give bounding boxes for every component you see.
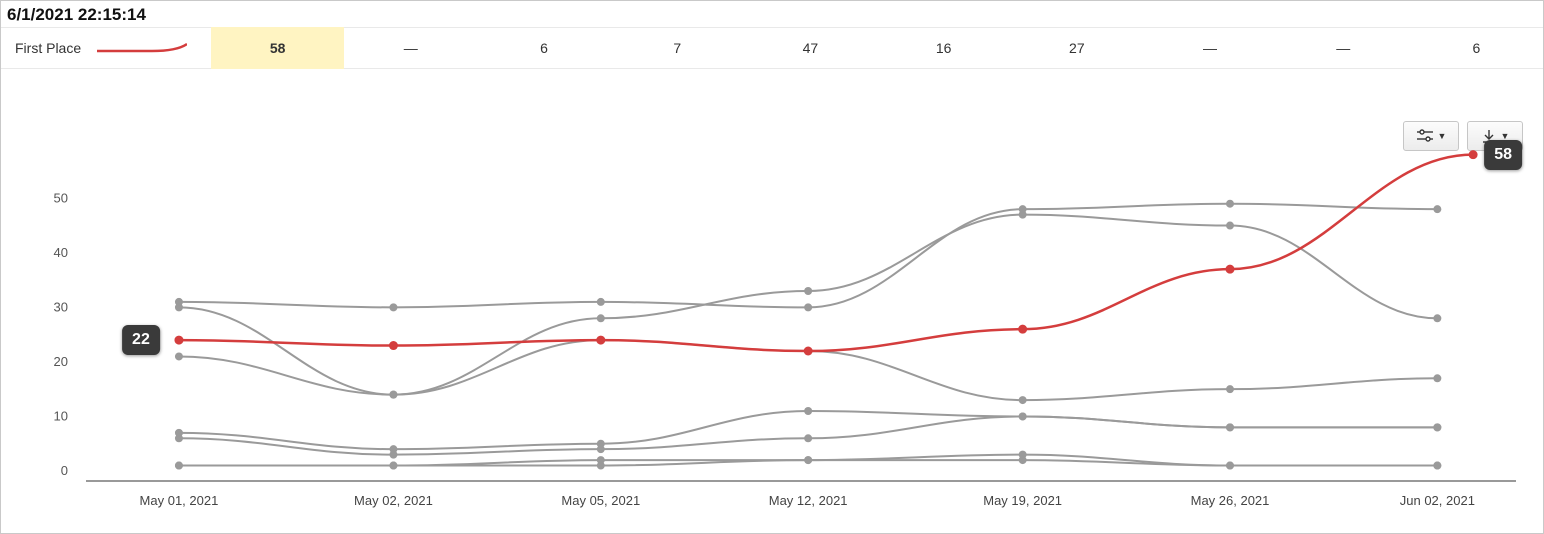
svg-text:40: 40 (54, 245, 68, 260)
line-chart: 0 10 20 30 40 50 May 01, 2021 May 02, 2021 May 0… (1, 1, 1544, 534)
svg-text:30: 30 (54, 299, 68, 314)
svg-text:10: 10 (54, 408, 68, 423)
svg-text:May 12, 2021: May 12, 2021 (769, 493, 848, 508)
svg-text:20: 20 (54, 354, 68, 369)
svg-text:May 26, 2021: May 26, 2021 (1191, 493, 1270, 508)
svg-text:May 05, 2021: May 05, 2021 (561, 493, 640, 508)
svg-text:0: 0 (61, 463, 68, 478)
svg-text:May 02, 2021: May 02, 2021 (354, 493, 433, 508)
svg-text:50: 50 (54, 190, 68, 205)
svg-text:Jun 02, 2021: Jun 02, 2021 (1400, 493, 1475, 508)
end-value-badge: 58 (1484, 140, 1522, 170)
dashboard-frame: 6/1/2021 22:15:14 First Place 58—6747162… (0, 0, 1544, 534)
svg-text:May 19, 2021: May 19, 2021 (983, 493, 1062, 508)
start-value-badge: 22 (122, 325, 160, 355)
svg-text:May 01, 2021: May 01, 2021 (140, 493, 219, 508)
